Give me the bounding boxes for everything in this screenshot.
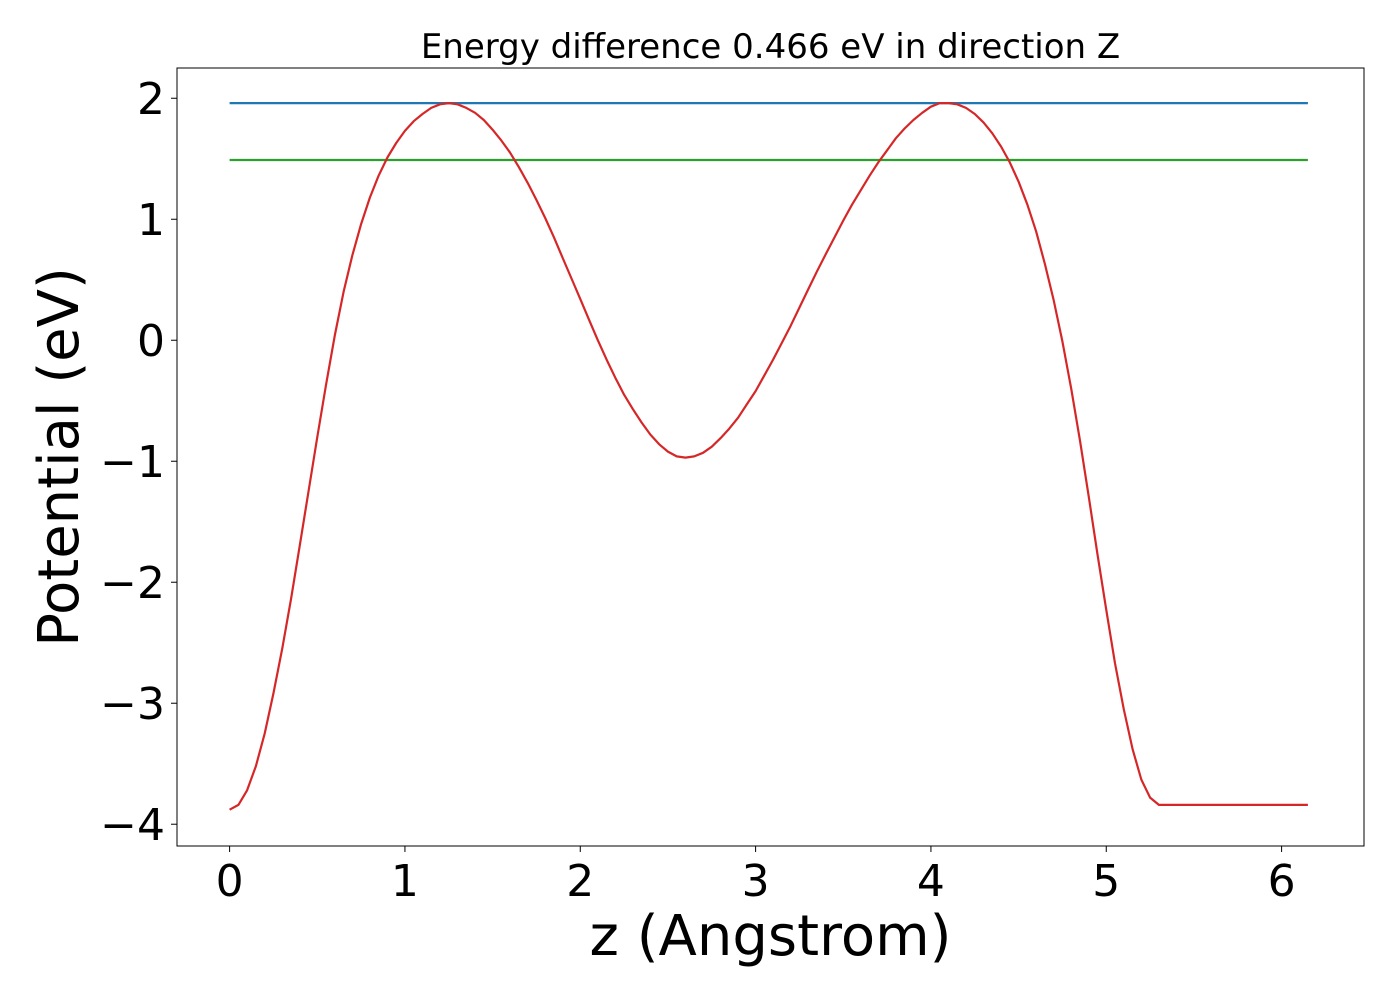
y-tick-label: 2 xyxy=(137,74,165,125)
y-axis-label: Potential (eV) xyxy=(27,267,92,647)
x-tick-label: 0 xyxy=(216,856,244,907)
series-line-2 xyxy=(229,101,1308,811)
y-tick-label: −3 xyxy=(100,679,165,730)
chart-title: Energy difference 0.466 eV in direction … xyxy=(421,27,1120,67)
x-tick-label: 6 xyxy=(1268,856,1296,907)
x-tick-label: 2 xyxy=(566,856,594,907)
y-axis-ticks: −4 −3 −2 −1 0 1 2 xyxy=(100,74,177,851)
x-tick-label: 5 xyxy=(1092,856,1120,907)
x-tick-label: 1 xyxy=(391,856,419,907)
x-axis-label: z (Angstrom) xyxy=(590,904,952,969)
y-tick-label: −4 xyxy=(100,800,165,851)
y-tick-label: 0 xyxy=(137,316,165,367)
x-axis-ticks: 0 1 2 3 4 5 6 xyxy=(216,846,1296,907)
x-tick-label: 4 xyxy=(917,856,945,907)
y-tick-label: −2 xyxy=(100,558,165,609)
x-tick-label: 3 xyxy=(742,856,770,907)
axes-frame xyxy=(176,67,1365,847)
y-tick-label: −1 xyxy=(100,437,165,488)
y-tick-label: 1 xyxy=(137,195,165,246)
series-layer xyxy=(229,101,1308,811)
